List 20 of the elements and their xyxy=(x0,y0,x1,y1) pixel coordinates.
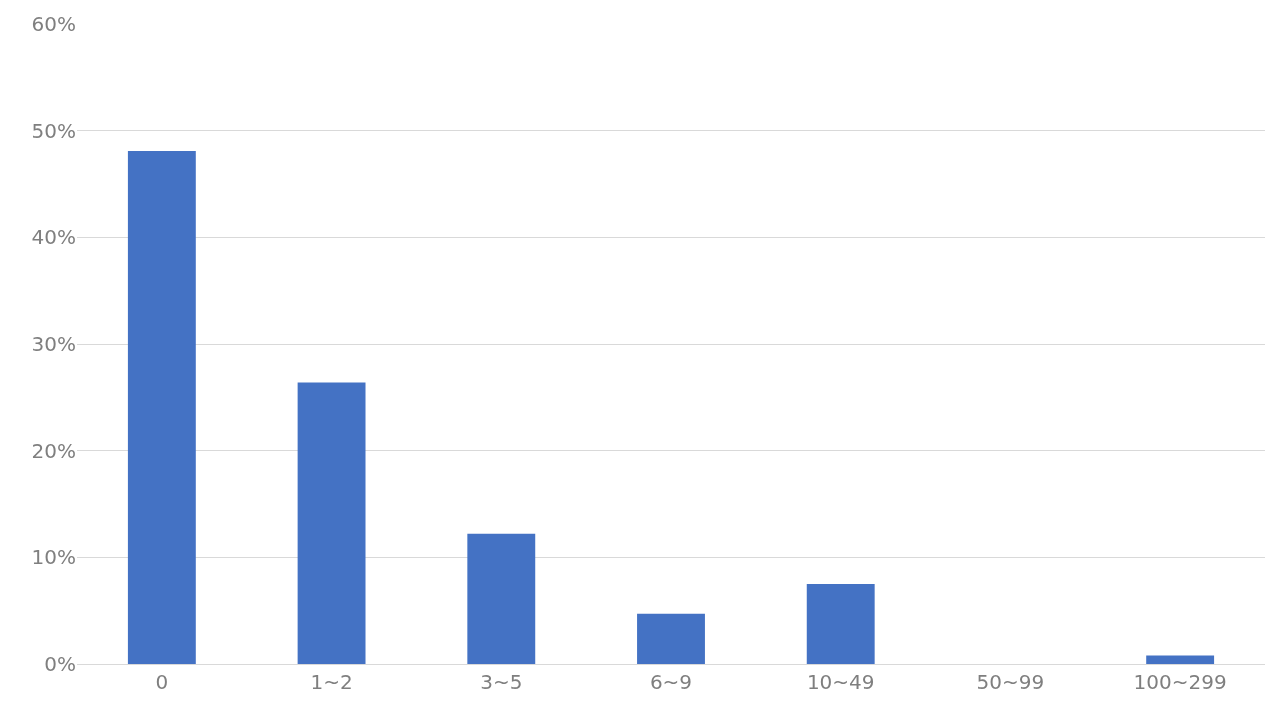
y-tick-label: 10% xyxy=(31,545,76,570)
x-tick-label: 6~9 xyxy=(649,670,693,694)
x-tick-label: 10~49 xyxy=(806,670,875,694)
x-tick-label: 1~2 xyxy=(310,670,353,694)
bar xyxy=(806,584,875,664)
y-tick-label: 60% xyxy=(31,12,76,36)
bar xyxy=(637,613,705,664)
y-tick-label: 20% xyxy=(31,438,76,463)
y-tick-label: 30% xyxy=(31,332,76,356)
x-tick-label: 0 xyxy=(155,670,169,694)
y-tick-label: 50% xyxy=(31,118,76,143)
x-tick-label: 100~299 xyxy=(1133,670,1227,694)
bar xyxy=(1146,655,1215,664)
x-tick-label: 50~99 xyxy=(976,670,1045,694)
bar xyxy=(467,533,536,664)
bar xyxy=(127,150,196,664)
bar xyxy=(297,382,366,664)
x-tick-label: 3~5 xyxy=(480,670,523,694)
y-tick-label: 40% xyxy=(31,225,76,250)
y-tick-label: 0% xyxy=(44,652,76,676)
